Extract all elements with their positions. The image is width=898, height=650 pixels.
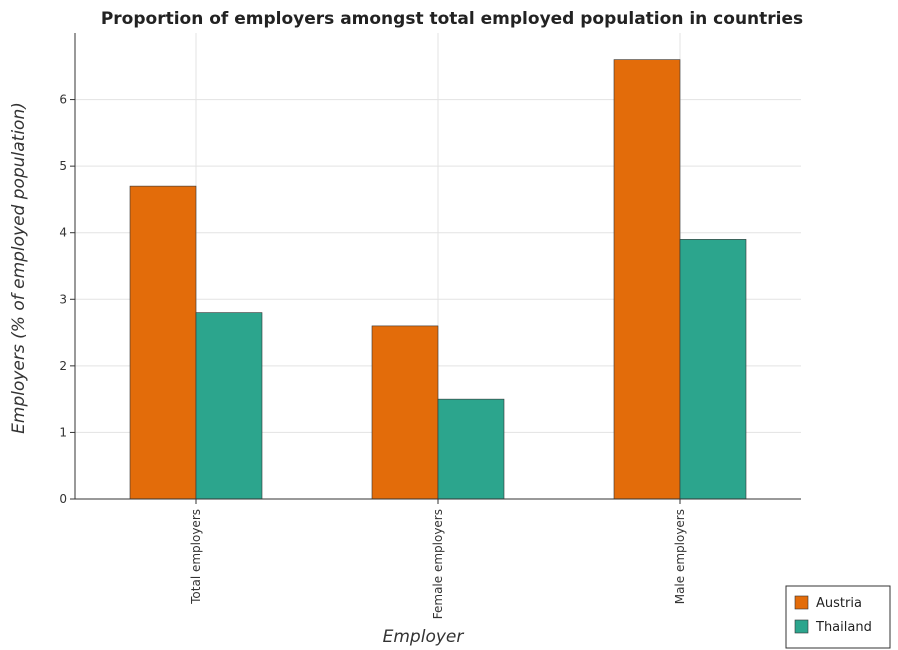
y-tick-label: 5 bbox=[59, 159, 67, 173]
axes: 0 1 2 3 4 5 6 Total employers Female employers Ma… bbox=[59, 33, 801, 619]
chart-title: Proportion of employers amongst total em… bbox=[101, 9, 803, 29]
legend-swatch-thailand bbox=[794, 619, 809, 634]
legend-label-austria: Austria bbox=[816, 596, 862, 611]
legend: Austria Thailand bbox=[785, 585, 891, 649]
x-tick-label: Total employers bbox=[189, 509, 203, 605]
x-axis-label: Employer bbox=[383, 627, 465, 647]
legend-swatch-austria bbox=[794, 595, 809, 610]
bar-austria-2 bbox=[613, 59, 681, 500]
y-tick-label: 1 bbox=[59, 425, 67, 439]
y-tick-label: 0 bbox=[59, 492, 67, 506]
bar-thailand-2 bbox=[679, 239, 747, 500]
bar-austria-0 bbox=[129, 185, 197, 500]
x-tick-label: Male employers bbox=[673, 509, 687, 604]
y-tick-label: 6 bbox=[59, 93, 67, 107]
y-tick-label: 4 bbox=[59, 226, 67, 240]
y-tick-label: 2 bbox=[59, 359, 67, 373]
bar-thailand-1 bbox=[437, 398, 505, 500]
bar-austria-1 bbox=[371, 325, 439, 500]
y-tick-label: 3 bbox=[59, 292, 67, 306]
bar-thailand-0 bbox=[195, 312, 263, 500]
legend-label-thailand: Thailand bbox=[815, 620, 872, 635]
x-tick-label: Female employers bbox=[431, 509, 445, 619]
y-axis-label: Employers (% of employed population) bbox=[9, 102, 29, 434]
